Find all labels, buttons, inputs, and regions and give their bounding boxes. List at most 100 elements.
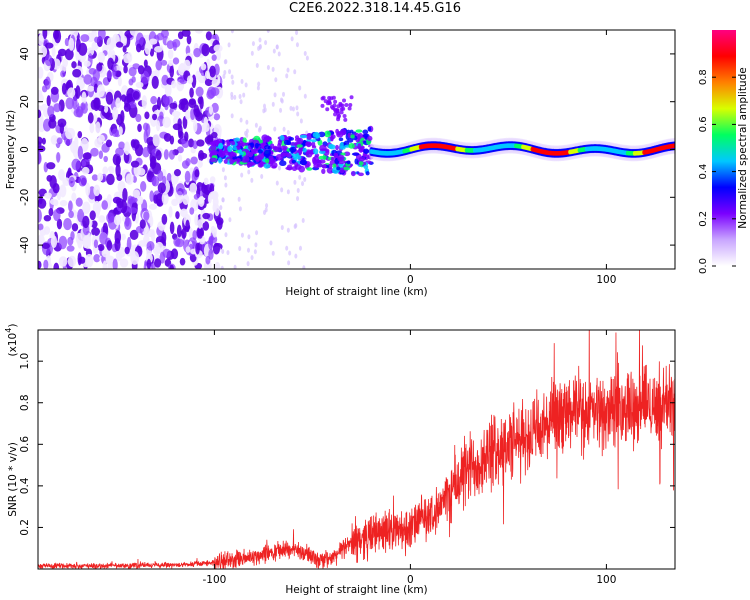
noise-blob [117,76,122,87]
noise-blob [132,90,140,100]
cluster-blob [230,153,237,157]
cluster-blob [297,137,304,145]
sparse-blob [273,92,277,98]
cluster-blob [263,163,271,169]
noise-blob [54,30,62,44]
noise-blob [70,231,75,241]
wisp-blob [348,102,353,107]
noise-blob [129,30,139,37]
noise-blob [157,170,164,182]
noise-blob [167,48,174,60]
noise-blob [156,96,162,111]
noise-blob [92,69,100,82]
noise-blob [197,160,203,168]
cluster-blob [305,141,313,147]
top-ylabel: Frequency (Hz) [5,110,17,189]
noise-blob [67,167,72,179]
sparse-blob [254,122,258,128]
noise-blob [156,32,165,41]
noise-blob [120,233,126,241]
noise-blob [210,225,216,234]
cluster-blob [288,136,295,141]
cluster-blob [306,167,313,171]
noise-blob [81,91,87,105]
top-xtick-label: 100 [596,274,616,286]
noise-blob [77,145,84,160]
cluster-blob [338,137,344,142]
cluster-blob [294,161,299,168]
noise-blob [118,141,125,150]
cluster-blob [277,139,282,146]
noise-blob [137,167,146,176]
cluster-blob [291,166,298,172]
sparse-blob [286,67,290,73]
noise-blob [186,75,194,84]
noise-blob [194,213,199,226]
noise-blob [137,65,145,75]
cluster-blob [223,159,228,164]
noise-blob [93,239,99,249]
cluster-blob [299,159,308,166]
top-ytick-label: 40 [19,47,31,60]
noise-blob [186,34,192,45]
noise-blob [120,110,125,124]
noise-blob [93,114,98,123]
noise-blob [216,49,221,61]
noise-blob [201,43,210,57]
noise-blob [50,235,58,248]
noise-blob [83,60,91,67]
wisp-blob [325,107,330,112]
chart-title: C2E6.2022.318.14.45.G16 [288,1,462,16]
noise-blob [129,229,139,240]
cluster-blob [217,143,224,150]
noise-blob [98,134,105,143]
noise-blob [60,70,66,78]
sparse-blob [231,79,235,85]
noise-blob [62,58,69,68]
noise-blob [128,207,138,214]
noise-blob [77,252,82,266]
cluster-blob [336,166,341,171]
noise-blob [98,215,106,223]
sparse-blob [221,197,225,203]
noise-blob [202,221,210,231]
cluster-blob [280,145,288,151]
bottom-ytick-label: 0.4 [19,477,31,494]
cluster-blob [337,154,345,162]
cluster-blob [346,160,351,165]
noise-blob [179,257,186,266]
noise-blob [43,259,49,269]
sparse-blob [230,113,234,119]
noise-blob [52,183,60,194]
noise-blob [97,172,104,182]
top-ytick-label: 0 [19,146,31,153]
noise-blob [38,109,42,119]
sparse-blob [279,107,283,113]
noise-blob [71,61,77,69]
cluster-blob [209,144,217,151]
cluster-blob [296,155,302,160]
sparse-blob [295,105,299,111]
wisp-blob [344,102,349,107]
noise-blob [91,41,99,51]
sparse-blob [221,249,225,255]
noise-blob [183,131,189,142]
sparse-blob [228,217,232,223]
noise-blob [168,59,174,66]
cluster-blob [253,155,261,161]
noise-blob [161,213,168,225]
noise-blob [83,239,91,249]
noise-blob [114,230,122,244]
sparse-blob [303,93,307,99]
noise-blob [146,258,152,269]
noise-blob [211,78,220,87]
noise-blob [143,59,148,68]
noise-blob [210,87,220,96]
sparse-blob [230,30,234,34]
noise-blob [195,70,201,80]
bottom-xlabel: Height of straight line (km) [285,584,427,596]
sparse-blob [224,232,228,238]
cluster-blob [357,134,362,140]
cluster-blob [289,146,297,153]
cluster-blob [279,160,287,167]
